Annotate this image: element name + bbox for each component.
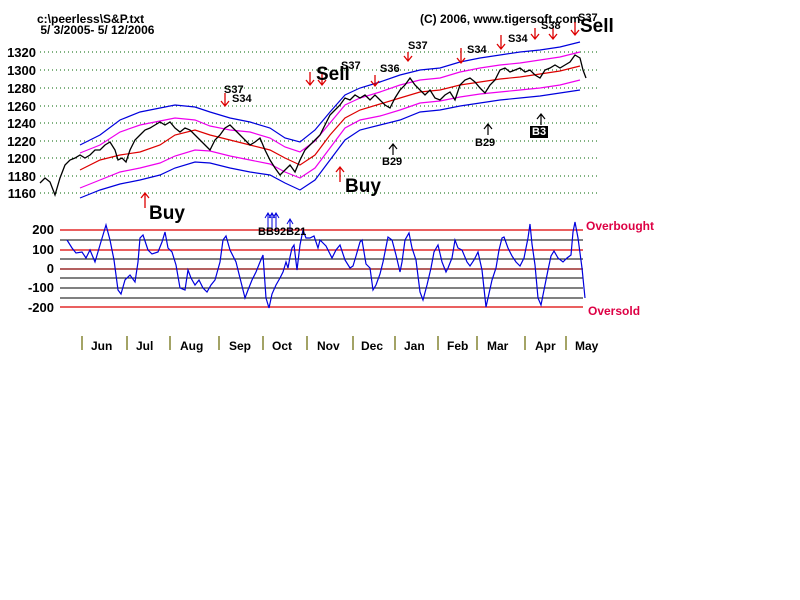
signal-s37-may: S37 [578,12,598,24]
osc-buy-arrows [264,212,294,232]
signal-arrows [140,22,580,208]
oversold-label: Oversold [588,304,641,318]
signal-s38-apr: S38 [541,20,561,32]
y-label-1220: 1220 [7,134,36,149]
month-oct: Oct [272,339,293,353]
month-jan: Jan [404,339,425,353]
y-label-1280: 1280 [7,81,36,96]
signal-s34-feb: S34 [467,44,487,56]
osc-reference-lines [60,229,583,308]
signal-s37-jan: S37 [408,40,428,52]
signal-s34-mar: S34 [508,33,528,45]
osc-label-200: 200 [32,222,54,237]
buy-signal-nov: Buy [345,176,381,197]
y-label-1320: 1320 [7,45,36,60]
file-path: c:\peerless\S&P.txt [37,12,145,26]
price-bars [39,54,587,198]
month-dec: Dec [361,339,384,353]
price-gridlines [40,51,600,194]
y-label-1260: 1260 [7,99,36,114]
date-range: 5/ 3/2005- 5/ 12/2006 [37,23,155,37]
sell-signal-nov: Sell [316,64,350,85]
lower-inner-band [79,79,581,189]
signal-s37-nov: S37 [341,60,361,72]
y-label-1200: 1200 [7,151,36,166]
y-label-1160: 1160 [7,186,36,201]
buy-signal-jul: Buy [149,203,185,224]
signal-s37-sep: S37 [224,84,244,96]
signal-s34-sep: S34 [232,93,252,105]
signal-b29-mar: B29 [475,137,496,149]
month-apr: Apr [535,339,556,353]
sell-signal-may: Sell [580,16,614,37]
osc-label-0: 0 [46,261,54,276]
osc-label-neg200: -200 [27,300,54,315]
month-jul: Jul [136,339,154,353]
osc-buy-signals: BB92B21 [258,226,307,238]
upper-inner-band [79,51,581,154]
month-nov: Nov [317,339,340,353]
signal-s36-dec: S36 [380,63,400,75]
buy-arrows-black [388,113,546,155]
month-jun: Jun [91,339,113,353]
y-label-1180: 1180 [7,169,36,184]
month-mar: Mar [487,339,509,353]
copyright: (C) 2006, www.tigersoft.com [420,12,581,26]
month-sep: Sep [229,339,252,353]
month-feb: Feb [447,339,469,353]
oscillator-line [66,221,586,309]
month-aug: Aug [180,339,204,353]
y-label-1240: 1240 [7,116,36,131]
month-may: May [575,339,599,353]
upper-outer-band [79,41,581,146]
y-label-1300: 1300 [7,63,36,78]
osc-label-neg100: -100 [27,280,54,295]
signal-b3-apr: B3 [530,126,549,138]
lower-outer-band [79,89,581,199]
moving-average [79,65,581,171]
signal-b29-dec: B29 [382,156,403,168]
month-ticks [81,336,567,350]
osc-label-100: 100 [32,242,54,257]
overbought-label: Overbought [586,219,654,233]
